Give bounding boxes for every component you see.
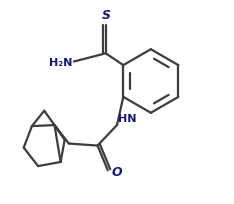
Text: S: S: [102, 9, 111, 22]
Text: O: O: [111, 165, 122, 178]
Text: H₂N: H₂N: [48, 57, 72, 67]
Text: HN: HN: [118, 113, 136, 123]
